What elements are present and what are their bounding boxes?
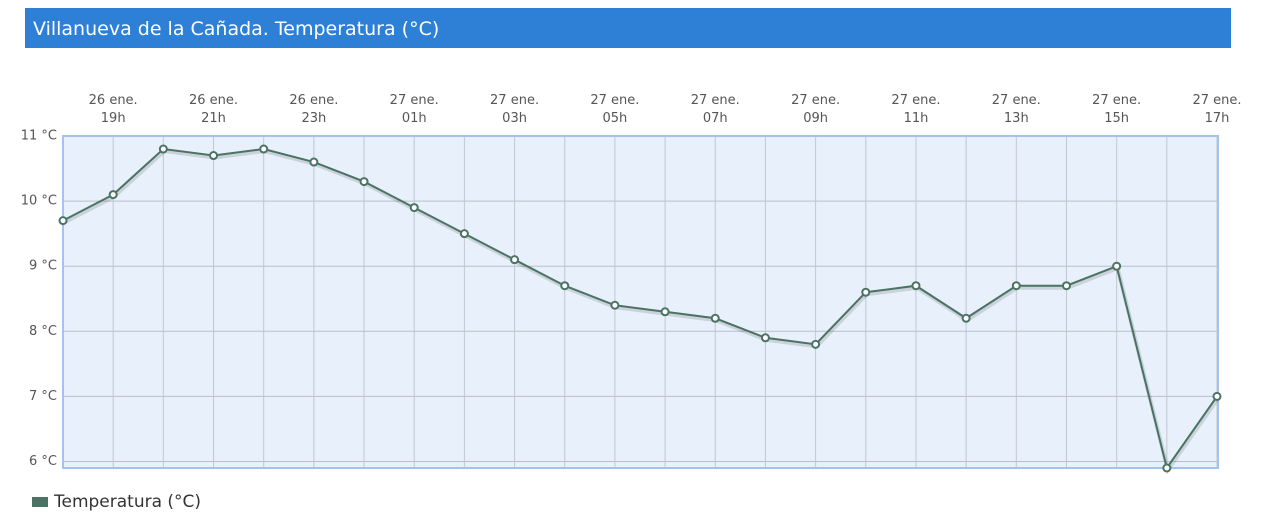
data-point	[1061, 281, 1071, 291]
data-point	[610, 300, 620, 310]
data-point	[560, 281, 570, 291]
x-tick-label: 27 ene. 13h	[991, 93, 1041, 126]
series-shadow	[63, 148, 1220, 475]
data-point	[158, 144, 168, 154]
series-line	[62, 147, 1218, 471]
x-tick-label: 27 ene. 17h	[1192, 93, 1242, 126]
data-point	[811, 339, 821, 349]
data-point	[1212, 391, 1222, 401]
legend-label: Temperatura (°C)	[54, 492, 202, 512]
plot-border	[62, 135, 1219, 469]
x-tick-label: 27 ene. 03h	[490, 93, 540, 126]
y-tick-label: 10 °C	[21, 194, 57, 209]
data-point	[961, 313, 971, 323]
x-tick-label: 26 ene. 23h	[289, 93, 339, 126]
data-point	[510, 255, 520, 265]
data-point	[1112, 261, 1122, 271]
data-point	[309, 157, 319, 167]
y-tick-label: 6 °C	[29, 454, 57, 469]
data-point	[209, 151, 219, 161]
legend: Temperatura (°C)	[32, 492, 201, 512]
legend-swatch	[32, 497, 48, 507]
data-point	[911, 281, 921, 291]
x-tick-label: 26 ene. 19h	[88, 93, 138, 126]
data-point	[1162, 463, 1172, 473]
x-tick-label: 27 ene. 09h	[791, 93, 841, 126]
plot-area	[63, 136, 1218, 468]
x-tick-label: 26 ene. 21h	[188, 93, 239, 126]
data-point	[660, 307, 670, 317]
data-point	[409, 203, 419, 213]
x-tick-label: 27 ene. 07h	[690, 93, 740, 126]
y-tick-label: 7 °C	[29, 389, 57, 404]
chart-title: Villanueva de la Cañada. Temperatura (°C…	[25, 8, 1231, 48]
x-tick-label: 27 ene. 15h	[1092, 93, 1142, 126]
data-point	[58, 216, 68, 226]
y-tick-label: 9 °C	[29, 259, 57, 274]
x-tick-label: 27 ene. 01h	[389, 93, 439, 126]
data-point	[710, 313, 720, 323]
x-tick-label: 27 ene. 05h	[590, 93, 640, 126]
y-tick-label: 8 °C	[29, 324, 57, 339]
data-point	[760, 333, 770, 343]
data-point	[359, 177, 369, 187]
data-point	[259, 144, 269, 154]
data-point	[1011, 281, 1021, 291]
data-point	[459, 229, 469, 239]
x-tick-label: 27 ene. 11h	[891, 93, 941, 126]
data-point	[108, 190, 118, 200]
data-point	[861, 287, 871, 297]
y-tick-label: 11 °C	[21, 129, 57, 144]
